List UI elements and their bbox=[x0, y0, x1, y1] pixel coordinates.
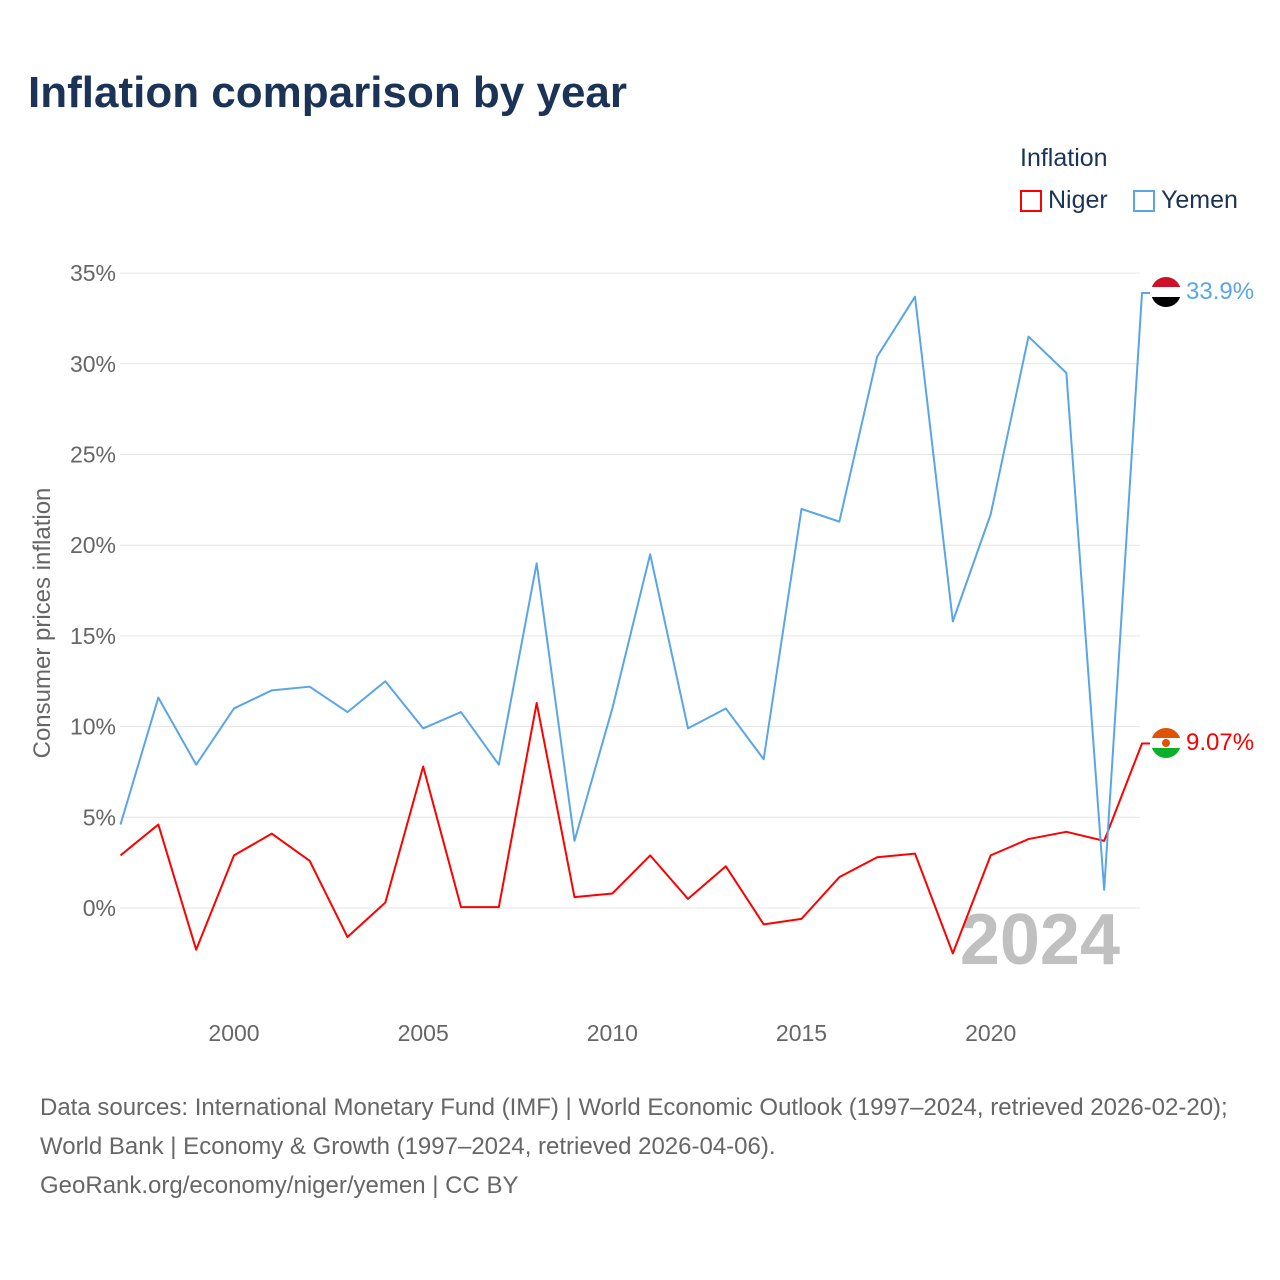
legend-swatch-niger bbox=[1020, 189, 1042, 212]
series-line-yemen bbox=[119, 292, 1150, 891]
legend-title: Inflation bbox=[1020, 144, 1108, 172]
niger-flag-icon bbox=[1151, 728, 1181, 758]
legend-label: Niger bbox=[1048, 186, 1108, 214]
x-tick-label: 2015 bbox=[776, 1020, 827, 1046]
source-link[interactable]: GeoRank.org/economy/niger/yemen | CC BY bbox=[40, 1172, 519, 1199]
y-tick-label: 35% bbox=[70, 260, 116, 286]
yemen-end-label: 33.9% bbox=[1186, 278, 1254, 305]
legend-swatch-yemen bbox=[1133, 189, 1155, 212]
y-tick-label: 10% bbox=[70, 714, 116, 740]
x-tick-label: 2000 bbox=[208, 1020, 259, 1046]
footer: Data sources: International Monetary Fun… bbox=[40, 1088, 1250, 1205]
x-tick-label: 2020 bbox=[965, 1020, 1016, 1046]
series-line-niger bbox=[119, 702, 1150, 955]
legend-label: Yemen bbox=[1161, 186, 1238, 214]
niger-end-label: 9.07% bbox=[1186, 729, 1254, 756]
y-tick-label: 5% bbox=[83, 804, 116, 830]
data-sources: Data sources: International Monetary Fun… bbox=[40, 1094, 1228, 1160]
x-tick-label: 2010 bbox=[587, 1020, 638, 1046]
y-tick-label: 20% bbox=[70, 532, 116, 558]
chart-title: Inflation comparison by year bbox=[28, 68, 628, 117]
legend-item-yemen[interactable]: Yemen bbox=[1133, 186, 1238, 215]
y-tick-label: 0% bbox=[83, 895, 116, 921]
yemen-flag-icon bbox=[1151, 277, 1181, 307]
x-tick-label: 2005 bbox=[398, 1020, 449, 1046]
y-axis-label: Consumer prices inflation bbox=[29, 488, 56, 759]
legend-item-niger[interactable]: Niger bbox=[1020, 186, 1108, 215]
y-tick-label: 15% bbox=[70, 623, 116, 649]
year-watermark: 2024 bbox=[960, 900, 1120, 980]
y-tick-label: 30% bbox=[70, 351, 116, 377]
y-tick-label: 25% bbox=[70, 442, 116, 468]
